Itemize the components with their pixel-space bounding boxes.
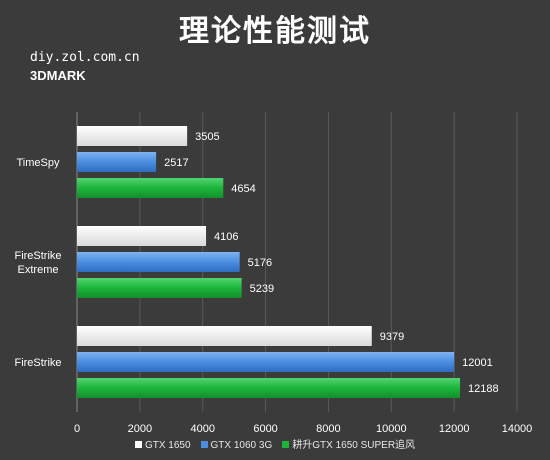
bar [77,326,372,346]
data-label: 5239 [250,283,274,295]
y-tick-label: TimeSpy [17,157,60,169]
x-tick-label: 6000 [253,423,277,435]
y-tick-label-line: TimeSpy [17,157,60,169]
y-tick-label-line: FireStrike [14,357,61,369]
legend-swatch [282,441,290,448]
bar [77,226,207,246]
data-label: 5176 [248,257,272,269]
bar [77,378,461,398]
legend: GTX 1650 GTX 1060 3G 耕升GTX 1650 SUPER追风 [0,436,550,451]
x-tick-label: 2000 [128,423,152,435]
data-label: 2517 [164,157,188,169]
x-tick-label: 4000 [190,423,214,435]
legend-label: GTX 1650 [144,440,191,451]
legend-item: GTX 1650 [134,440,191,451]
bar [77,278,242,298]
bar [77,252,240,272]
bar [77,352,455,372]
y-tick-label: FireStrike [14,357,61,369]
legend-item: 耕升GTX 1650 SUPER追风 [282,436,415,451]
data-label: 4654 [231,183,255,195]
chart-subtitle-benchmark: 3DMARK [30,68,86,83]
y-tick-label-line: FireStrike [14,250,61,262]
data-label: 12001 [462,357,493,369]
chart-title: 理论性能测试 [179,14,371,49]
chart-subtitle: diy.zol.com.cn [30,50,140,65]
x-tick-label: 10000 [376,423,407,435]
data-label: 4106 [214,231,238,243]
bar [77,152,157,172]
legend-swatch [134,441,142,448]
x-tick-label: 14000 [502,423,533,435]
legend-swatch [200,441,208,448]
x-tick-label: 8000 [316,423,340,435]
bar [77,178,224,198]
y-tick-label-line: Extreme [18,264,59,276]
data-label: 12188 [468,383,499,395]
legend-item: GTX 1060 3G [200,440,273,451]
legend-label: GTX 1060 3G [210,440,273,451]
y-tick-label: FireStrike Extreme [14,250,61,276]
x-tick-label: 12000 [439,423,470,435]
bar [77,126,188,146]
data-label: 9379 [380,331,404,343]
data-label: 3505 [195,131,219,143]
legend-label: 耕升GTX 1650 SUPER追风 [292,440,416,451]
x-tick-label: 0 [74,423,80,435]
